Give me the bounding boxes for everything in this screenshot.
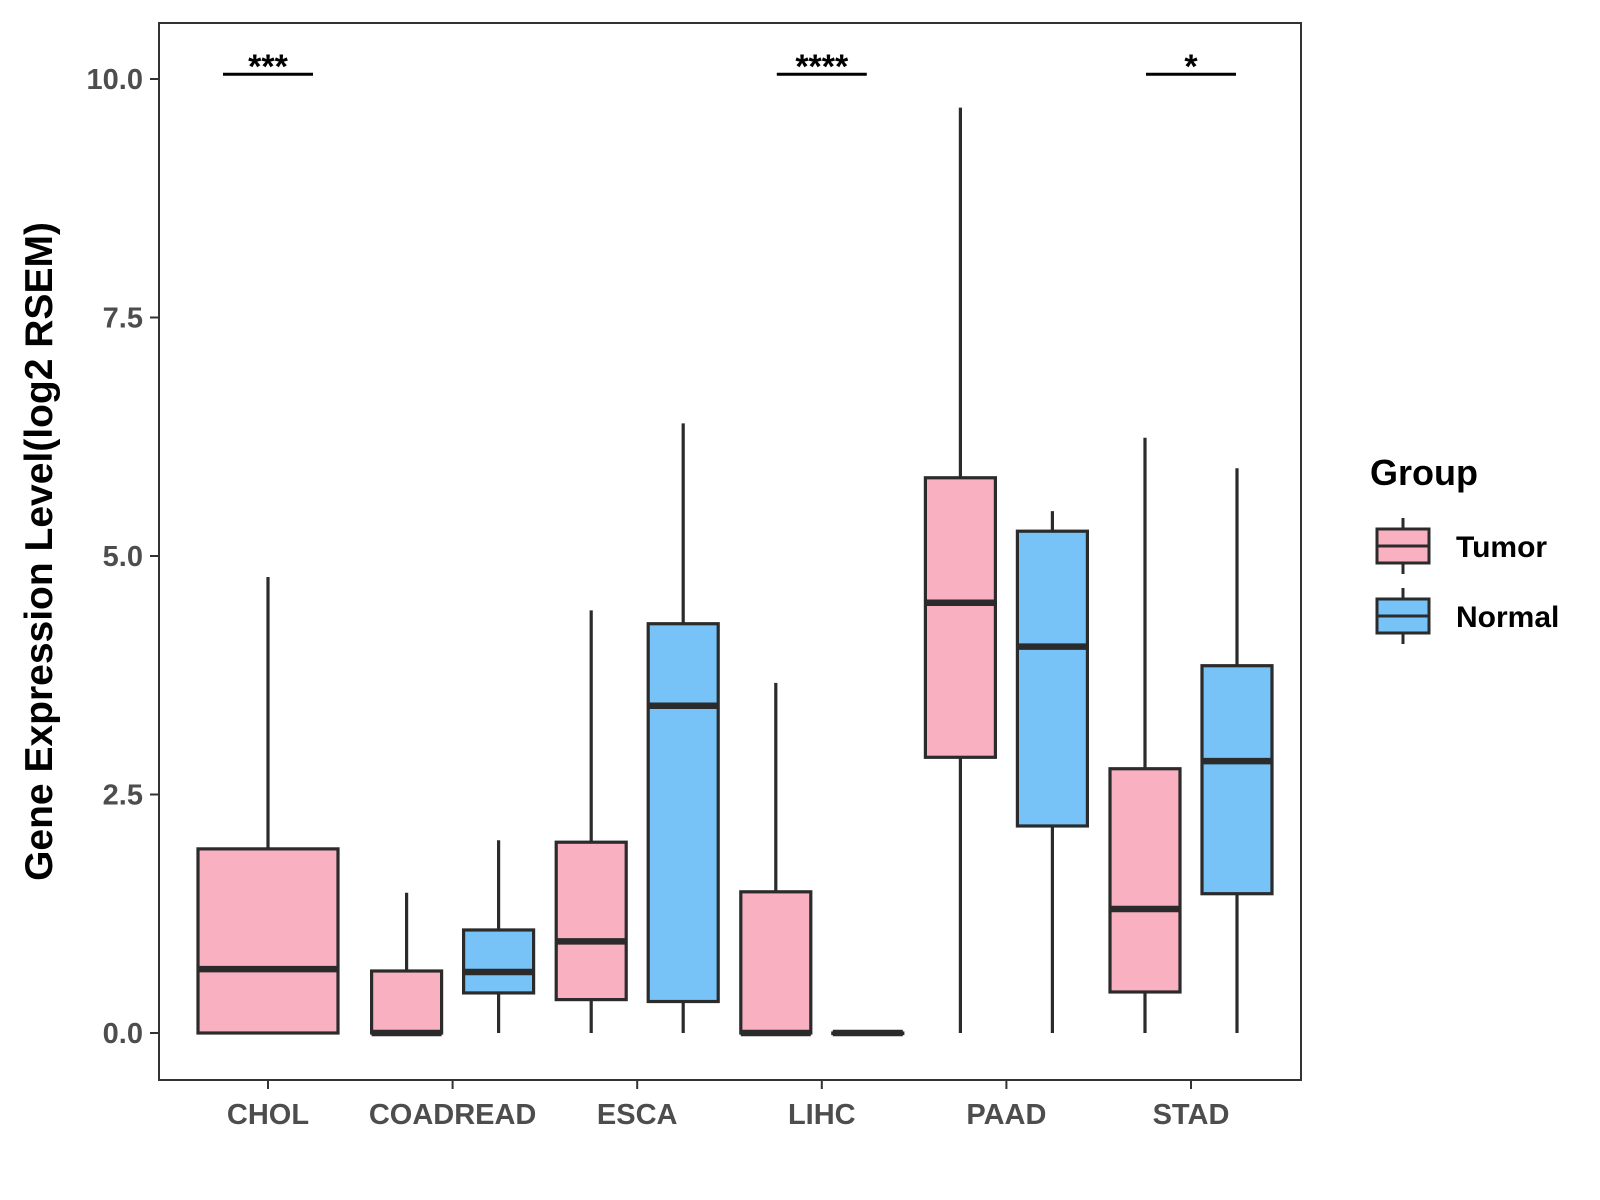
box-body xyxy=(739,890,813,1035)
x-tick-label: STAD xyxy=(1153,1099,1230,1131)
box-normal-lihc xyxy=(831,1029,905,1037)
box-tumor-esca xyxy=(554,610,628,1033)
legend-title: Group xyxy=(1370,452,1478,493)
box-body xyxy=(1015,529,1090,828)
y-axis: 0.0 2.5 5.0 7.5 10.0 xyxy=(87,64,159,1050)
x-tick-label: COADREAD xyxy=(369,1099,537,1131)
y-tick-label: 2.5 xyxy=(103,780,143,812)
x-tick-label: PAAD xyxy=(966,1099,1046,1131)
y-tick-label: 5.0 xyxy=(103,541,143,573)
box-body xyxy=(646,622,720,1004)
box-body xyxy=(554,840,628,1002)
legend-item-normal: Normal xyxy=(1375,588,1559,644)
box-body xyxy=(462,928,536,995)
box-tumor-paad xyxy=(923,107,998,1033)
significance-annotations: *** **** * xyxy=(223,48,1236,86)
box-tumor-lihc xyxy=(739,682,813,1037)
box-tumor-stad xyxy=(1108,437,1182,1033)
y-axis-title: Gene Expression Level(log2 RSEM) xyxy=(18,222,61,881)
box-normal-paad xyxy=(1015,511,1090,1033)
x-tick-label: ESCA xyxy=(597,1099,678,1131)
y-tick-label: 0.0 xyxy=(103,1018,143,1050)
legend-label: Tumor xyxy=(1456,531,1547,564)
significance-label: **** xyxy=(795,48,849,86)
box-body xyxy=(923,476,998,759)
x-tick-label: LIHC xyxy=(788,1099,856,1131)
legend-item-tumor: Tumor xyxy=(1375,518,1547,574)
legend: Group Tumor Normal xyxy=(1370,452,1559,644)
significance-label: *** xyxy=(248,48,288,86)
box-body xyxy=(370,969,444,1035)
x-tick-label: CHOL xyxy=(227,1099,309,1131)
panel-border xyxy=(158,22,1302,1081)
box-tumor-coadread xyxy=(370,892,444,1037)
plot-area xyxy=(196,107,1274,1037)
y-tick-label: 7.5 xyxy=(103,303,143,335)
significance-label: * xyxy=(1184,48,1198,86)
box-body xyxy=(196,847,340,1035)
x-axis: CHOL COADREAD ESCA LIHC PAAD STAD xyxy=(227,1080,1229,1131)
y-tick-label: 10.0 xyxy=(87,64,143,96)
box-tumor-chol xyxy=(196,576,340,1035)
box-normal-coadread xyxy=(462,840,536,1033)
box-body xyxy=(1200,664,1274,896)
box-normal-esca xyxy=(646,423,720,1033)
legend-label: Normal xyxy=(1456,601,1559,634)
box-body xyxy=(1108,767,1182,994)
box-normal-stad xyxy=(1200,468,1274,1033)
